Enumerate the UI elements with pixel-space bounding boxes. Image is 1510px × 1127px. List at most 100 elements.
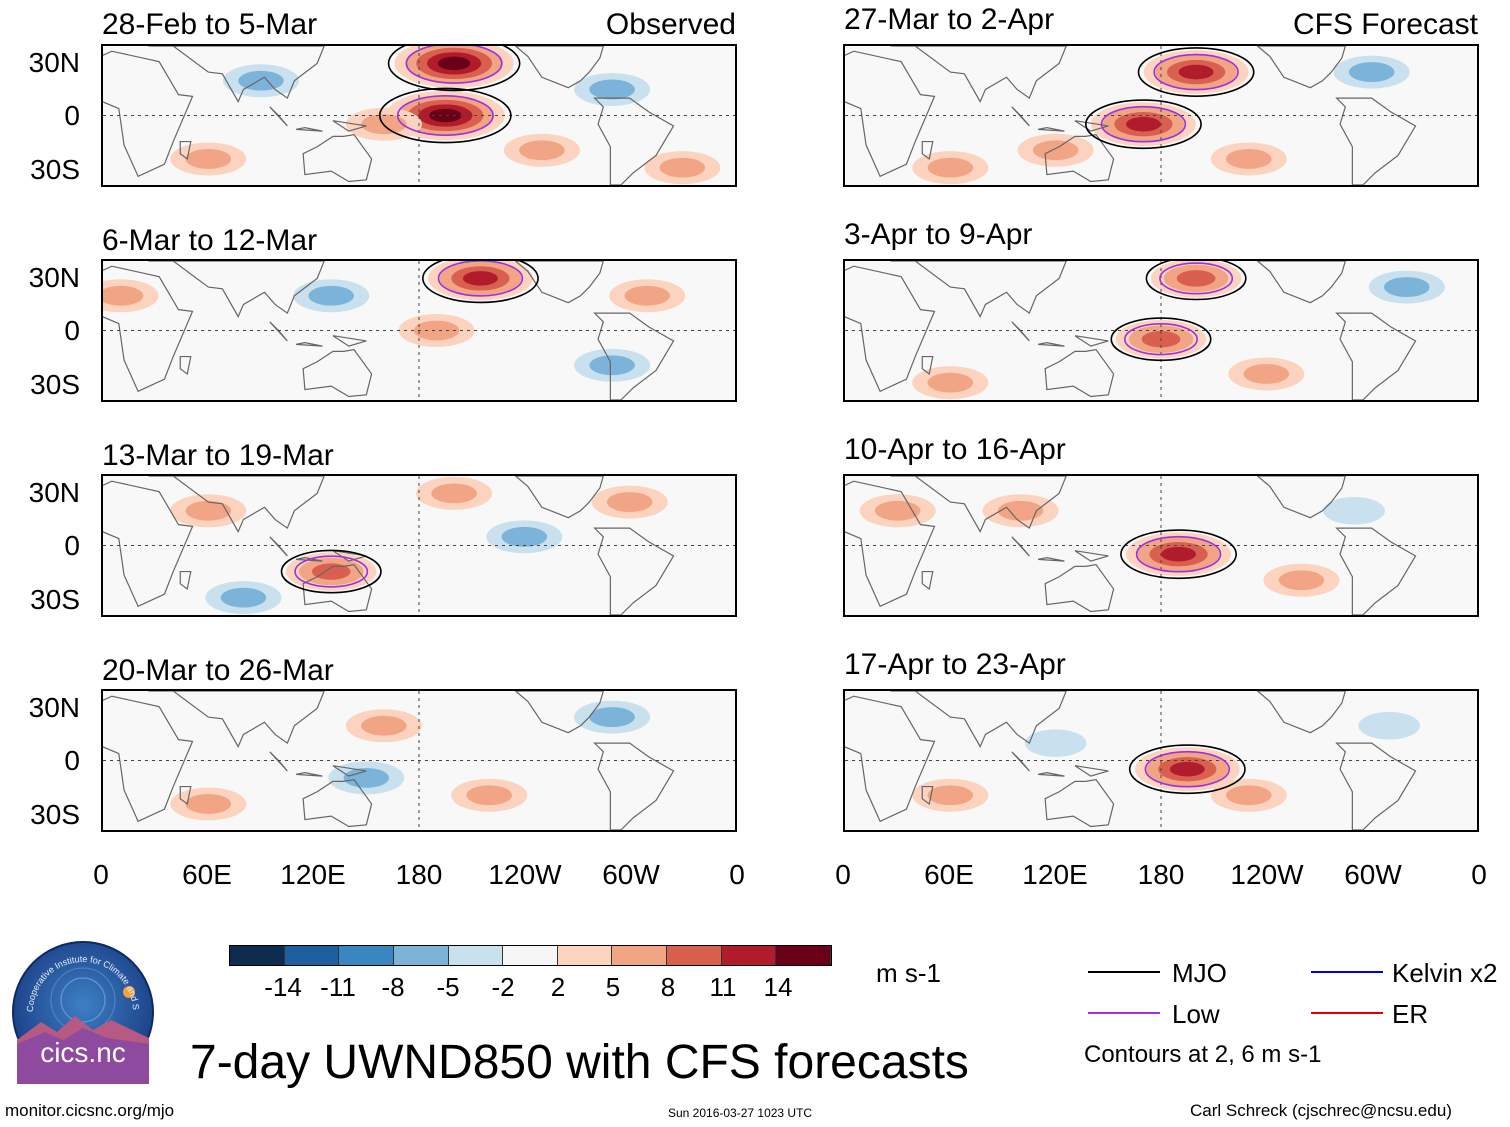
lat-label: 30S <box>30 154 80 185</box>
coastline <box>103 480 194 608</box>
figure-title: 7-day UWND850 with CFS forecasts <box>190 1036 969 1089</box>
coastline <box>593 312 675 400</box>
map-panel <box>843 474 1479 617</box>
coastline <box>845 50 936 178</box>
anomaly-blob <box>466 785 513 806</box>
map-plot <box>845 46 1477 185</box>
lon-label: 180 <box>395 859 443 890</box>
legend-swatch-er <box>1311 1012 1383 1014</box>
contour-line <box>437 261 524 297</box>
coastline <box>332 765 367 777</box>
cicsnc-logo: Cooperative Institute for Climate and Sa… <box>8 932 155 1084</box>
colorbar-tick: -14 <box>264 972 302 1002</box>
legend-label-mjo: MJO <box>1172 958 1227 988</box>
coastline <box>1256 476 1346 519</box>
colorbar-segment <box>284 946 340 965</box>
coastline <box>1011 536 1030 557</box>
coastline <box>269 106 288 127</box>
logo-name: cics.nc <box>40 1037 126 1068</box>
anomaly-blob <box>1169 761 1205 777</box>
colorbar-segment <box>557 946 613 965</box>
anomaly-blob <box>1176 270 1216 287</box>
anomaly-blob <box>431 483 477 504</box>
anomaly-blob <box>185 794 232 814</box>
anomaly-blob <box>1358 711 1421 740</box>
map-plot <box>103 691 735 830</box>
footer-url[interactable]: monitor.cicsnc.org/mjo <box>5 1101 175 1120</box>
coastline <box>179 140 192 160</box>
panel-title: 20-Mar to 26-Mar <box>102 654 334 687</box>
panel-label: CFS Forecast <box>1292 8 1478 41</box>
lon-label: 60E <box>924 859 974 890</box>
anomaly-blob <box>437 56 471 71</box>
coastline <box>890 691 1067 748</box>
panel-label: Observed <box>605 8 736 41</box>
anomaly-blob <box>501 526 548 547</box>
coastline <box>593 97 675 185</box>
coastline <box>332 120 367 132</box>
coastline <box>1037 127 1065 132</box>
anomaly-blob <box>220 587 267 608</box>
colorbar-segment <box>339 946 394 965</box>
contour-line <box>1145 261 1247 301</box>
contour-line <box>1124 323 1198 356</box>
coastline <box>593 742 675 830</box>
anomaly-blob <box>1161 546 1197 562</box>
contour-line <box>1120 529 1237 580</box>
anomaly-blob <box>1024 729 1087 757</box>
anomaly-blob <box>1032 140 1079 161</box>
lat-label: 30N <box>28 47 80 78</box>
anomaly-blob <box>462 271 498 286</box>
coastline <box>593 527 675 615</box>
coastline <box>1044 133 1115 183</box>
map-plot <box>845 261 1477 400</box>
coastline <box>1335 742 1417 830</box>
coastline <box>269 321 288 342</box>
lon-label: 60W <box>602 859 660 890</box>
anomaly-blob <box>1125 116 1161 132</box>
contour-line <box>1110 317 1212 362</box>
lon-label: 60W <box>1344 859 1402 890</box>
anomaly-blob <box>997 500 1044 521</box>
coastline <box>514 476 604 519</box>
coastline <box>1011 106 1030 127</box>
colorbar <box>229 945 832 966</box>
lon-label: 180 <box>1137 859 1185 890</box>
panel-title: 28-Feb to 5-Mar <box>102 8 318 41</box>
contour-line <box>1128 744 1246 795</box>
anomaly-blob <box>589 79 635 100</box>
contour-line <box>280 549 382 594</box>
coastline <box>179 785 192 805</box>
contour-line <box>1159 262 1234 295</box>
contour-line <box>1085 99 1202 150</box>
contour-line <box>396 95 494 136</box>
coastline <box>890 46 1067 103</box>
coastline <box>890 476 1067 533</box>
coastline <box>103 50 194 178</box>
contour-line <box>1153 53 1239 91</box>
legend-label-er: ER <box>1392 999 1429 1029</box>
coastline <box>1037 342 1065 347</box>
map-panel <box>101 44 737 187</box>
map-plot <box>103 46 735 185</box>
colorbar-segment <box>612 946 668 965</box>
lat-label: 30S <box>30 799 80 830</box>
coastline <box>1335 312 1417 400</box>
coastline <box>1335 527 1417 615</box>
anomaly-blob <box>343 767 390 788</box>
coastline <box>514 261 604 304</box>
coastline <box>1074 550 1109 562</box>
coastline <box>1044 778 1115 828</box>
contour-line <box>294 555 369 588</box>
coastline <box>302 563 373 613</box>
coastline <box>179 355 192 375</box>
contour-line <box>1100 105 1187 143</box>
contour-line <box>1135 535 1222 573</box>
lon-label: 120E <box>1022 859 1088 890</box>
coastline <box>1256 46 1346 89</box>
coastline <box>148 46 325 103</box>
anomaly-blob <box>927 372 974 393</box>
map-plot <box>845 476 1477 615</box>
anomaly-blob <box>1225 149 1272 169</box>
legend-swatch-kelvin <box>1311 971 1383 973</box>
